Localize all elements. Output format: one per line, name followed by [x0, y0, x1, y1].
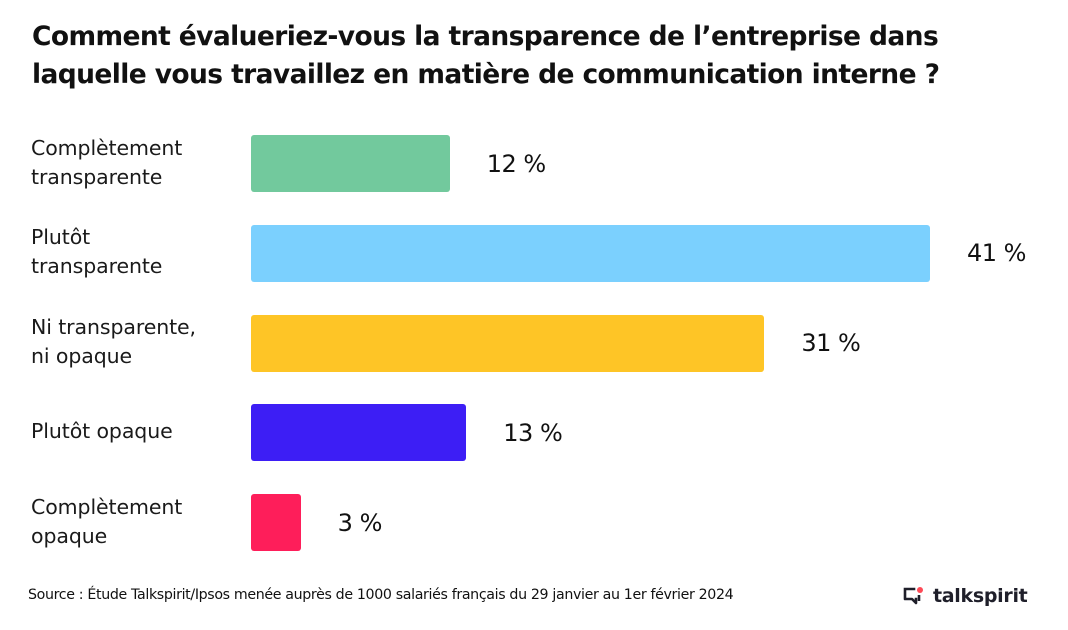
chart-title: Comment évalueriez-vous la transparence …	[32, 18, 1052, 94]
source-note: Source : Étude Talkspirit/Ipsos menée au…	[28, 587, 734, 603]
category-label: Complètement transparente	[31, 134, 241, 192]
category-label: Ni transparente, ni opaque	[31, 313, 241, 371]
brand-name: talkspirit	[933, 585, 1028, 607]
value-label: 31 %	[801, 329, 861, 357]
category-label: Plutôt transparente	[31, 223, 241, 281]
category-label-line: Plutôt	[31, 225, 91, 250]
category-label: Plutôt opaque	[31, 417, 241, 446]
bar	[251, 404, 467, 462]
brand-logo: talkspirit	[903, 583, 1028, 609]
category-label-line: Complètement	[31, 494, 183, 519]
value-label: 3 %	[337, 508, 383, 537]
chart-title-line-1: Comment évalueriez-vous la transparence …	[32, 21, 939, 52]
category-label-line: transparente	[31, 164, 163, 189]
bar	[251, 314, 765, 372]
category-label-line: ni opaque	[31, 344, 133, 368]
category-label-line: Ni transparente,	[31, 315, 196, 339]
chart-title-line-2: laquelle vous travaillez en matière de c…	[32, 59, 940, 90]
bar	[251, 135, 450, 192]
category-label-line: Complètement	[31, 135, 183, 160]
value-label: 13 %	[503, 418, 563, 447]
bar	[251, 494, 301, 551]
category-label-line: transparente	[31, 254, 163, 279]
bar	[251, 224, 930, 282]
value-label: 12 %	[486, 149, 546, 178]
category-label-line: opaque	[31, 523, 108, 548]
talkspirit-logo-icon	[903, 587, 923, 605]
category-label: Complètement opaque	[31, 493, 241, 551]
value-label: 41 %	[967, 239, 1026, 268]
category-label-line: Plutôt opaque	[31, 419, 173, 444]
